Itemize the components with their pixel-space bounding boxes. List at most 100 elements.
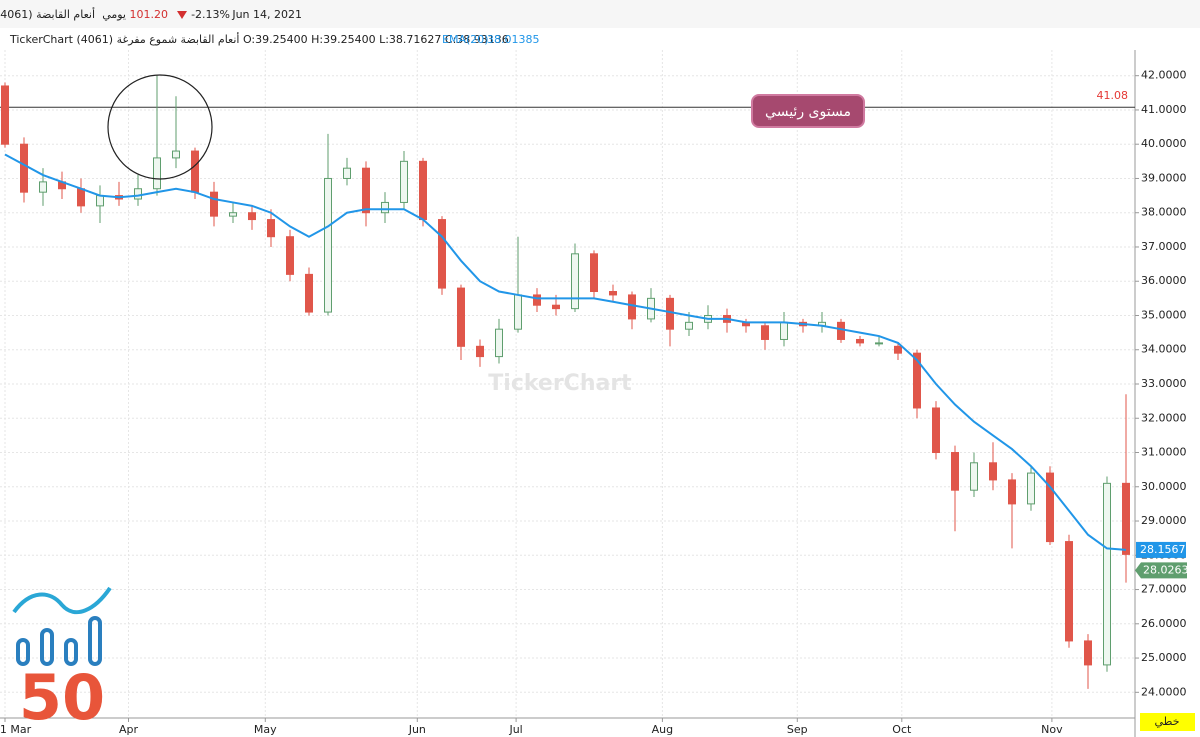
mode-box xyxy=(1140,713,1195,731)
x-tick-label: Nov xyxy=(1041,723,1063,736)
mode-label: خطي xyxy=(1155,715,1180,728)
candle-body xyxy=(552,304,560,310)
header-change: -2.13% xyxy=(191,8,230,21)
candle-body xyxy=(267,219,275,238)
candle-body xyxy=(1027,472,1035,505)
x-tick-label: Oct xyxy=(892,723,912,736)
x-tick-label: 2021 Mar xyxy=(0,723,32,736)
down-arrow xyxy=(177,11,187,19)
y-tick-label: 38.0000 xyxy=(1141,206,1187,219)
y-tick-label: 34.0000 xyxy=(1141,343,1187,356)
y-tick-label: 39.0000 xyxy=(1141,171,1187,184)
x-tick-label: Jul xyxy=(508,723,522,736)
header-date: Jun 14, 2021 xyxy=(231,8,302,21)
candle-body xyxy=(533,294,541,306)
annotation-text: مستوى رئيسي xyxy=(765,104,851,120)
annotation-box xyxy=(751,94,865,128)
candle-body xyxy=(381,201,389,214)
candle-body xyxy=(837,321,845,340)
candle-body xyxy=(77,188,85,207)
logo-bar xyxy=(88,616,102,666)
candle-body xyxy=(134,188,142,200)
candle-body xyxy=(324,177,332,313)
candle-body xyxy=(438,219,446,289)
candle-body xyxy=(894,345,902,354)
candle-body xyxy=(153,157,161,190)
x-tick-label: Aug xyxy=(652,723,673,736)
y-tick-label: 37.0000 xyxy=(1141,240,1187,253)
candle-body xyxy=(989,462,997,481)
level-label: 41.08 xyxy=(1097,89,1129,102)
logo-bar xyxy=(16,638,30,666)
candle-body xyxy=(571,253,579,310)
close-price-box xyxy=(1135,562,1187,579)
chart-info: TickerChart أنعام القابضة شموع مفرغة (40… xyxy=(9,32,509,46)
candle-body xyxy=(1046,472,1054,543)
x-tick-label: Jun xyxy=(408,723,426,736)
logo-bar xyxy=(40,628,54,666)
header-price: 101.20 xyxy=(130,8,169,21)
candle-body xyxy=(514,294,522,330)
candle-body xyxy=(457,287,465,347)
candle-body xyxy=(1065,541,1073,642)
candle-body xyxy=(172,150,180,159)
y-tick-label: 36.0000 xyxy=(1141,274,1187,287)
ema-price-label: 28.1567 xyxy=(1140,543,1186,556)
logo-bar xyxy=(64,638,78,666)
candle-body xyxy=(685,321,693,330)
candle-body xyxy=(666,297,674,330)
candle-body xyxy=(1103,482,1111,666)
candle-body xyxy=(875,342,883,345)
candle-body xyxy=(1122,482,1130,555)
ema-line xyxy=(4,153,1127,551)
close-price-label: 28.0263 xyxy=(1143,563,1189,576)
candle-body xyxy=(476,345,484,358)
watermark: TickerChart xyxy=(488,371,632,396)
candle-body xyxy=(609,291,617,296)
candle-body xyxy=(1,85,9,145)
candle-body xyxy=(951,452,959,491)
y-tick-label: 33.0000 xyxy=(1141,377,1187,390)
y-tick-label: 35.0000 xyxy=(1141,308,1187,321)
candle-body xyxy=(761,325,769,340)
candle-body xyxy=(286,236,294,275)
candle-body xyxy=(248,212,256,221)
candle-body xyxy=(590,253,598,293)
y-tick-label: 40.0000 xyxy=(1141,137,1187,150)
candle-body xyxy=(913,352,921,409)
candle-body xyxy=(343,167,351,179)
y-tick-label: 30.0000 xyxy=(1141,480,1187,493)
candle-body xyxy=(305,273,313,313)
y-tick-label: 29.0000 xyxy=(1141,514,1187,527)
logo-text: 50 xyxy=(19,661,105,734)
candle-body xyxy=(362,167,370,214)
logo-wave xyxy=(12,586,112,615)
ema-value: 38.01385 xyxy=(487,33,540,46)
candle-body xyxy=(400,160,408,203)
candle-body xyxy=(932,407,940,454)
candle-body xyxy=(1084,640,1092,666)
y-tick-label: 32.0000 xyxy=(1141,411,1187,424)
y-tick-label: 42.0000 xyxy=(1141,69,1187,82)
candle-body xyxy=(419,160,427,221)
y-tick-label: 31.0000 xyxy=(1141,446,1187,459)
x-tick-label: Sep xyxy=(787,723,808,736)
header-bar xyxy=(0,0,1200,28)
y-tick-label: 24.0000 xyxy=(1141,685,1187,698)
candle-body xyxy=(495,328,503,358)
candle-body xyxy=(780,321,788,340)
logo: 50 xyxy=(12,586,112,734)
candle-body xyxy=(970,462,978,491)
candle-body xyxy=(20,143,28,193)
header-name: (4061) أنعام القابضة xyxy=(0,7,95,21)
ema-label: EMA(20) xyxy=(442,33,489,46)
candle-body xyxy=(191,150,199,193)
y-tick-label: 27.0000 xyxy=(1141,583,1187,596)
header-period: يومي xyxy=(102,8,126,21)
candle-body xyxy=(210,191,218,217)
candle-body xyxy=(96,195,104,207)
ema-price-box xyxy=(1136,541,1186,558)
y-tick-label: 41.0000 xyxy=(1141,103,1187,116)
candle-body xyxy=(628,294,636,320)
